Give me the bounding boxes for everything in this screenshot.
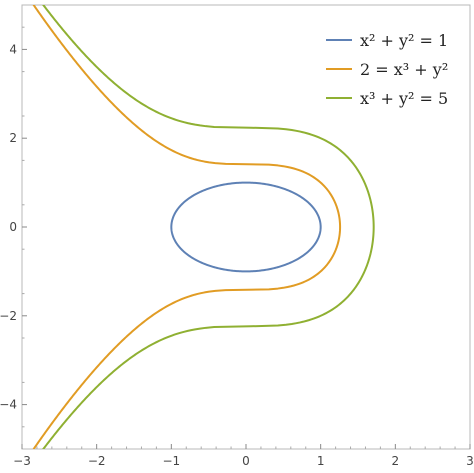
- y-tick-label: −2: [0, 309, 17, 323]
- legend: x² + y² = 1 2 = x³ + y² x³ + y² = 5: [326, 31, 448, 108]
- y-tick-label: −4: [0, 398, 17, 412]
- x-tick-label: −3: [13, 454, 31, 468]
- y-tick-label: 4: [9, 42, 17, 56]
- y-tick-label: 2: [9, 131, 17, 145]
- legend-label-2: 2 = x³ + y²: [360, 60, 448, 79]
- x-tick-label: 3: [466, 454, 474, 468]
- x-tick-label: −1: [162, 454, 180, 468]
- curves: [32, 5, 375, 449]
- y-tick-label: 0: [9, 220, 17, 234]
- axis-ticks: −3 −2 −1 0 1 2 3 −4 −2 0 2 4: [0, 26, 474, 468]
- series-line-2: [32, 5, 342, 449]
- x-tick-label: 1: [317, 454, 325, 468]
- legend-label-3: x³ + y² = 5: [360, 89, 448, 108]
- legend-label-1: x² + y² = 1: [360, 31, 448, 50]
- x-tick-label: −2: [88, 454, 106, 468]
- x-tick-label: 0: [242, 454, 250, 468]
- x-tick-label: 2: [392, 454, 400, 468]
- series-line-3: [42, 5, 375, 449]
- series-line-1: [170, 181, 322, 273]
